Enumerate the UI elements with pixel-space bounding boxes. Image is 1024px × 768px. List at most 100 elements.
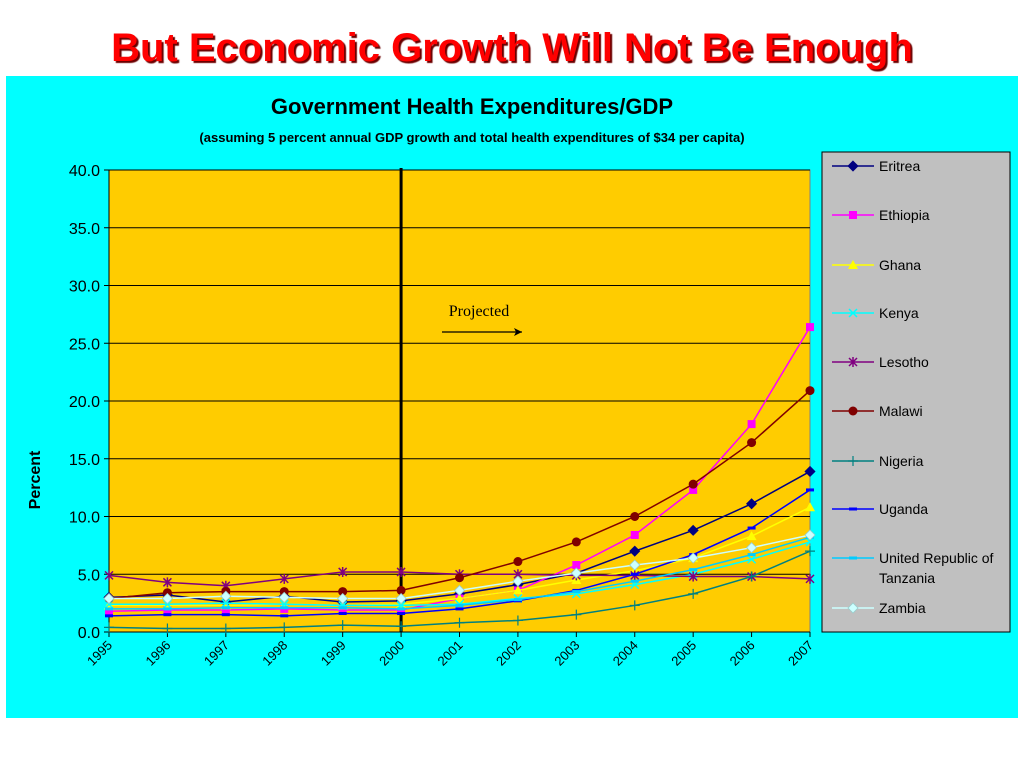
y-tick-label: 5.0: [78, 567, 100, 584]
chart-subtitle: (assuming 5 percent annual GDP growth an…: [199, 130, 744, 145]
data-point-nigeria: [162, 623, 173, 634]
data-point-uganda: [163, 613, 172, 617]
data-point-united-republic-of-tanzania: [163, 607, 172, 611]
data-point-united-republic-of-tanzania: [689, 568, 698, 572]
x-tick-label: 1997: [201, 638, 232, 669]
x-tick-label: 1995: [84, 638, 115, 669]
data-point-nigeria: [220, 623, 231, 634]
data-point-nigeria: [396, 621, 407, 632]
chart-title: Government Health Expenditures/GDP: [271, 94, 673, 119]
y-tick-label: 15.0: [69, 452, 100, 469]
legend-label-nigeria: Nigeria: [879, 453, 924, 469]
data-point-ethiopia: [806, 323, 814, 332]
x-tick-label: 1998: [259, 638, 290, 669]
data-point-ghana: [454, 593, 465, 603]
legend-marker-eritrea: [847, 160, 859, 172]
data-point-united-republic-of-tanzania: [397, 607, 406, 611]
data-point-eritrea: [746, 498, 758, 510]
data-point-zambia: [629, 559, 641, 571]
x-tick-label: 2005: [668, 638, 699, 669]
x-tick-label: 2007: [785, 638, 816, 669]
data-point-uganda: [221, 613, 230, 617]
data-point-lesotho: [162, 577, 172, 588]
slide-title: But Economic Growth Will Not Be Enough: [111, 26, 913, 70]
x-tick-label: 2004: [610, 638, 641, 669]
legend-marker-united-republic-of-tanzania: [849, 556, 857, 560]
data-point-united-republic-of-tanzania: [747, 553, 756, 557]
legend-label-uganda: Uganda: [879, 501, 928, 517]
data-point-zambia: [804, 529, 816, 541]
data-point-malawi: [396, 585, 406, 595]
data-point-uganda: [806, 488, 814, 492]
data-point-nigeria: [104, 622, 114, 633]
x-tick-label: 2000: [376, 638, 407, 669]
data-point-uganda: [105, 614, 113, 618]
data-point-lesotho: [396, 566, 406, 577]
y-tick-label: 10.0: [69, 510, 100, 527]
y-tick-label: 20.0: [69, 394, 100, 411]
data-point-ethiopia: [630, 530, 639, 539]
x-tick-label: 2006: [727, 638, 758, 669]
data-point-nigeria: [279, 622, 290, 633]
legend-marker-nigeria: [848, 456, 858, 466]
data-point-uganda: [630, 572, 639, 576]
data-point-uganda: [280, 614, 289, 618]
legend: Eritrea Ethiopia Ghana Kenya Lesotho Malawi Ni…: [821, 151, 1011, 633]
data-point-malawi: [162, 588, 172, 598]
data-point-malawi: [805, 386, 815, 396]
data-point-united-republic-of-tanzania: [513, 598, 522, 602]
plot-area: 0.0 5.0 10.0 15.0 20.0 25.0 30.0 35.0 40.0 1995 19…: [69, 163, 816, 669]
data-point-lesotho: [338, 566, 348, 577]
data-point-nigeria: [805, 546, 815, 557]
data-point-zambia: [453, 584, 466, 596]
data-point-kenya: [162, 599, 172, 609]
data-point-eritrea: [804, 465, 816, 478]
data-point-zambia: [746, 542, 758, 554]
legend-marker-uganda: [849, 507, 857, 511]
data-point-uganda: [338, 612, 347, 616]
legend-label-ghana: Ghana: [879, 257, 921, 273]
x-tick-label: 2002: [493, 638, 524, 669]
data-point-zambia: [161, 592, 173, 605]
data-point-zambia: [220, 590, 232, 602]
data-point-nigeria: [512, 615, 523, 626]
data-point-ghana: [512, 585, 523, 595]
data-point-united-republic-of-tanzania: [280, 606, 289, 610]
data-point-ethiopia: [689, 485, 698, 494]
data-point-uganda: [747, 526, 756, 530]
data-point-malawi: [338, 587, 348, 597]
line-chart: Government Health Expenditures/GDP (assu…: [27, 94, 1011, 669]
data-point-malawi: [455, 573, 464, 583]
data-point-ghana: [746, 531, 757, 541]
y-tick-label: 35.0: [69, 221, 100, 238]
data-point-nigeria: [337, 620, 348, 631]
data-point-united-republic-of-tanzania: [572, 590, 581, 594]
data-point-eritrea: [687, 524, 699, 536]
x-tick-label: 1999: [318, 638, 349, 669]
x-tick-label: 2001: [435, 638, 466, 669]
legend-marker-kenya: [848, 308, 858, 318]
y-tick-label: 25.0: [69, 336, 100, 353]
data-point-kenya: [805, 537, 815, 547]
legend-marker-malawi: [848, 406, 858, 416]
data-point-uganda: [397, 612, 406, 616]
data-point-malawi: [513, 557, 523, 567]
data-point-zambia: [278, 591, 290, 603]
data-point-lesotho: [104, 570, 114, 581]
legend-marker-ethiopia: [849, 211, 857, 219]
data-point-nigeria: [746, 571, 757, 582]
data-point-ethiopia: [105, 607, 113, 616]
data-point-kenya: [747, 554, 757, 564]
legend-marker-lesotho: [848, 357, 858, 367]
data-point-zambia: [687, 552, 699, 564]
data-point-ethiopia: [747, 420, 756, 429]
legend-label-kenya: Kenya: [879, 305, 919, 321]
projected-arrow: [442, 328, 522, 336]
data-point-ethiopia: [572, 561, 581, 570]
data-point-united-republic-of-tanzania: [105, 607, 113, 611]
legend-label-malawi: Malawi: [879, 403, 923, 419]
legend-label-ethiopia: Ethiopia: [879, 207, 930, 223]
data-point-ethiopia: [338, 606, 347, 615]
data-point-malawi: [688, 479, 698, 489]
data-point-kenya: [221, 598, 231, 608]
